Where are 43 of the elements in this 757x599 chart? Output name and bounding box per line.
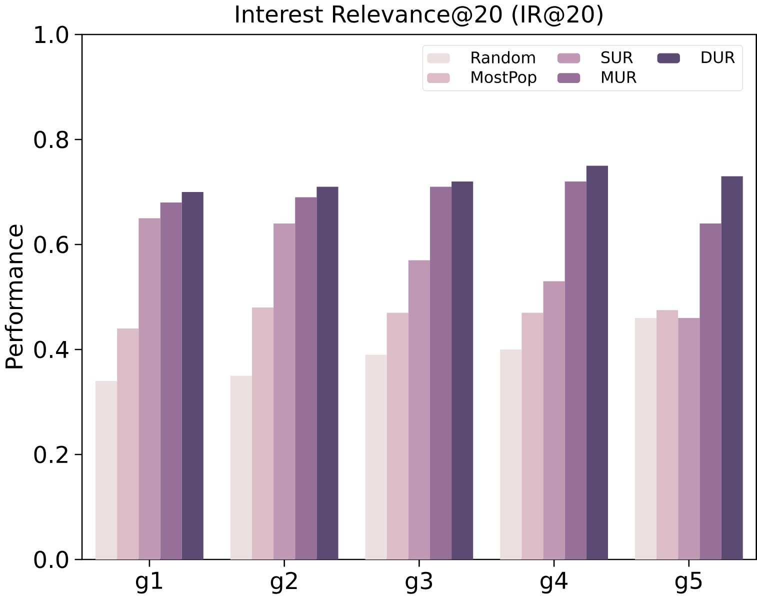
bar [700,224,722,560]
bar [522,312,544,560]
bar [656,310,678,560]
legend-label: MUR [602,71,637,84]
legend-label: Random [472,51,535,64]
y-tick-label: 0.8 [34,130,68,148]
bar [316,186,338,560]
bar [678,318,700,560]
chart-title: Interest Relevance@20 (IR@20) [236,4,602,27]
bar [500,350,522,560]
bar [408,260,430,560]
bar [160,202,182,560]
bar [295,197,317,560]
legend-label: DUR [702,51,735,64]
bar [230,376,252,560]
bar [586,166,608,560]
y-tick-label: 0.0 [34,550,68,568]
bar [564,182,586,560]
bar [543,281,565,560]
bar [274,224,296,560]
bar [452,182,474,560]
y-tick-label: 0.4 [34,340,68,358]
legend-label: SUR [601,51,633,64]
bar [634,318,657,560]
y-tick-label: 0.2 [34,446,68,464]
y-tick-label: 1.0 [35,26,68,44]
legend-label: MostPop [472,71,536,86]
y-axis-title: Performance [4,224,23,368]
x-tick-label: g4 [540,572,568,594]
x-tick-label: g5 [675,572,702,594]
y-tick-label: 0.6 [34,236,68,254]
bar [430,186,452,560]
bar [138,218,160,560]
x-tick-label: g3 [406,572,432,594]
bar [721,176,743,560]
bar [96,381,118,560]
bar [117,328,139,560]
bar [386,312,408,560]
bar [365,354,387,560]
x-tick-label: g2 [270,572,297,594]
x-tick-label: g1 [136,572,162,594]
bar [252,308,274,560]
bar [182,192,204,560]
